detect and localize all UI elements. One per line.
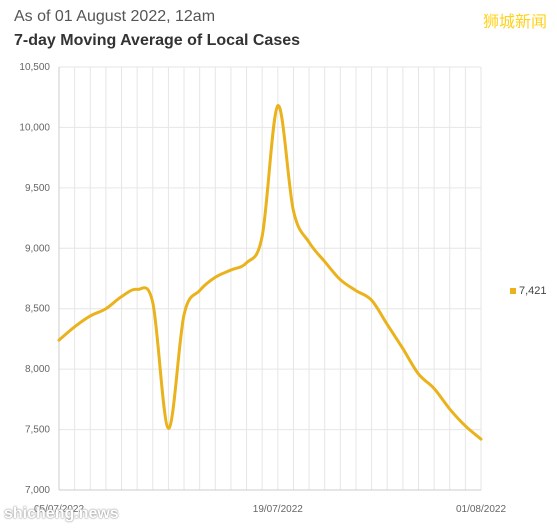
y-tick-label: 9,000 (25, 243, 50, 254)
y-tick-label: 7,500 (25, 425, 50, 436)
x-tick-label: 05/07/2022 (34, 504, 84, 515)
series-layer (57, 104, 483, 441)
legend: 7,421 (510, 285, 547, 297)
watermark-bottom-left: shicheng.news (4, 505, 119, 522)
x-tick-label: 19/07/2022 (253, 504, 303, 515)
legend-swatch (510, 288, 516, 294)
y-tick-label: 10,000 (19, 122, 50, 133)
y-tick-label: 8,500 (25, 304, 50, 315)
chart-title: 7-day Moving Average of Local Cases (14, 32, 301, 49)
y-tick-label: 9,500 (25, 183, 50, 194)
y-tick-label: 8,000 (25, 364, 50, 375)
tick-labels: 7,000 7,500 8,000 8,500 9,000 9,500 10,000 10,5… (19, 62, 506, 515)
chart-subtitle: As of 01 August 2022, 12am (14, 8, 216, 25)
axes (58, 67, 481, 491)
legend-value-label: 7,421 (519, 285, 547, 297)
x-tick-label: 01/08/2022 (456, 504, 506, 515)
grid-lines (58, 66, 482, 491)
y-tick-label: 7,000 (25, 485, 50, 496)
series-line (57, 104, 483, 441)
watermark-top-right: 狮城新闻 (482, 12, 547, 31)
y-tick-label: 10,500 (19, 62, 50, 73)
